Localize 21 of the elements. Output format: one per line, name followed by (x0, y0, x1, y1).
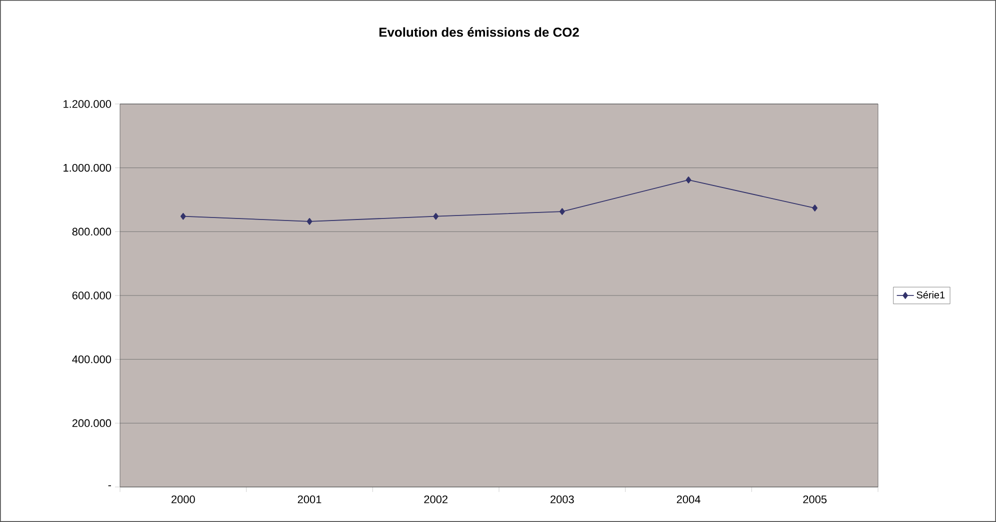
x-tick-label: 2005 (803, 496, 827, 504)
point (559, 208, 565, 215)
y-tick-label: - (108, 485, 111, 486)
point (180, 212, 186, 220)
x-tick-label: 2001 (298, 496, 322, 504)
chart-title: Evolution des émissions de CO2 (379, 27, 579, 37)
x-tick-label: 2002 (424, 496, 448, 504)
y-tick-label: 1.200.000 (64, 100, 112, 108)
y-tick-label: 600.000 (72, 292, 112, 300)
point (812, 204, 818, 212)
y-tick-label: 1.000.000 (64, 164, 112, 172)
y-tick-label: 800.000 (72, 228, 112, 236)
legend-label: Série1 (916, 291, 945, 298)
point (306, 218, 312, 225)
y-tick-label: 400.000 (72, 355, 112, 364)
x-tick-label: 2004 (676, 496, 700, 504)
x-tick-label: 2000 (172, 496, 195, 504)
point (433, 212, 439, 220)
point (686, 176, 692, 184)
y-tick-label: 200.000 (72, 419, 112, 428)
x-tick-label: 2003 (550, 496, 574, 504)
